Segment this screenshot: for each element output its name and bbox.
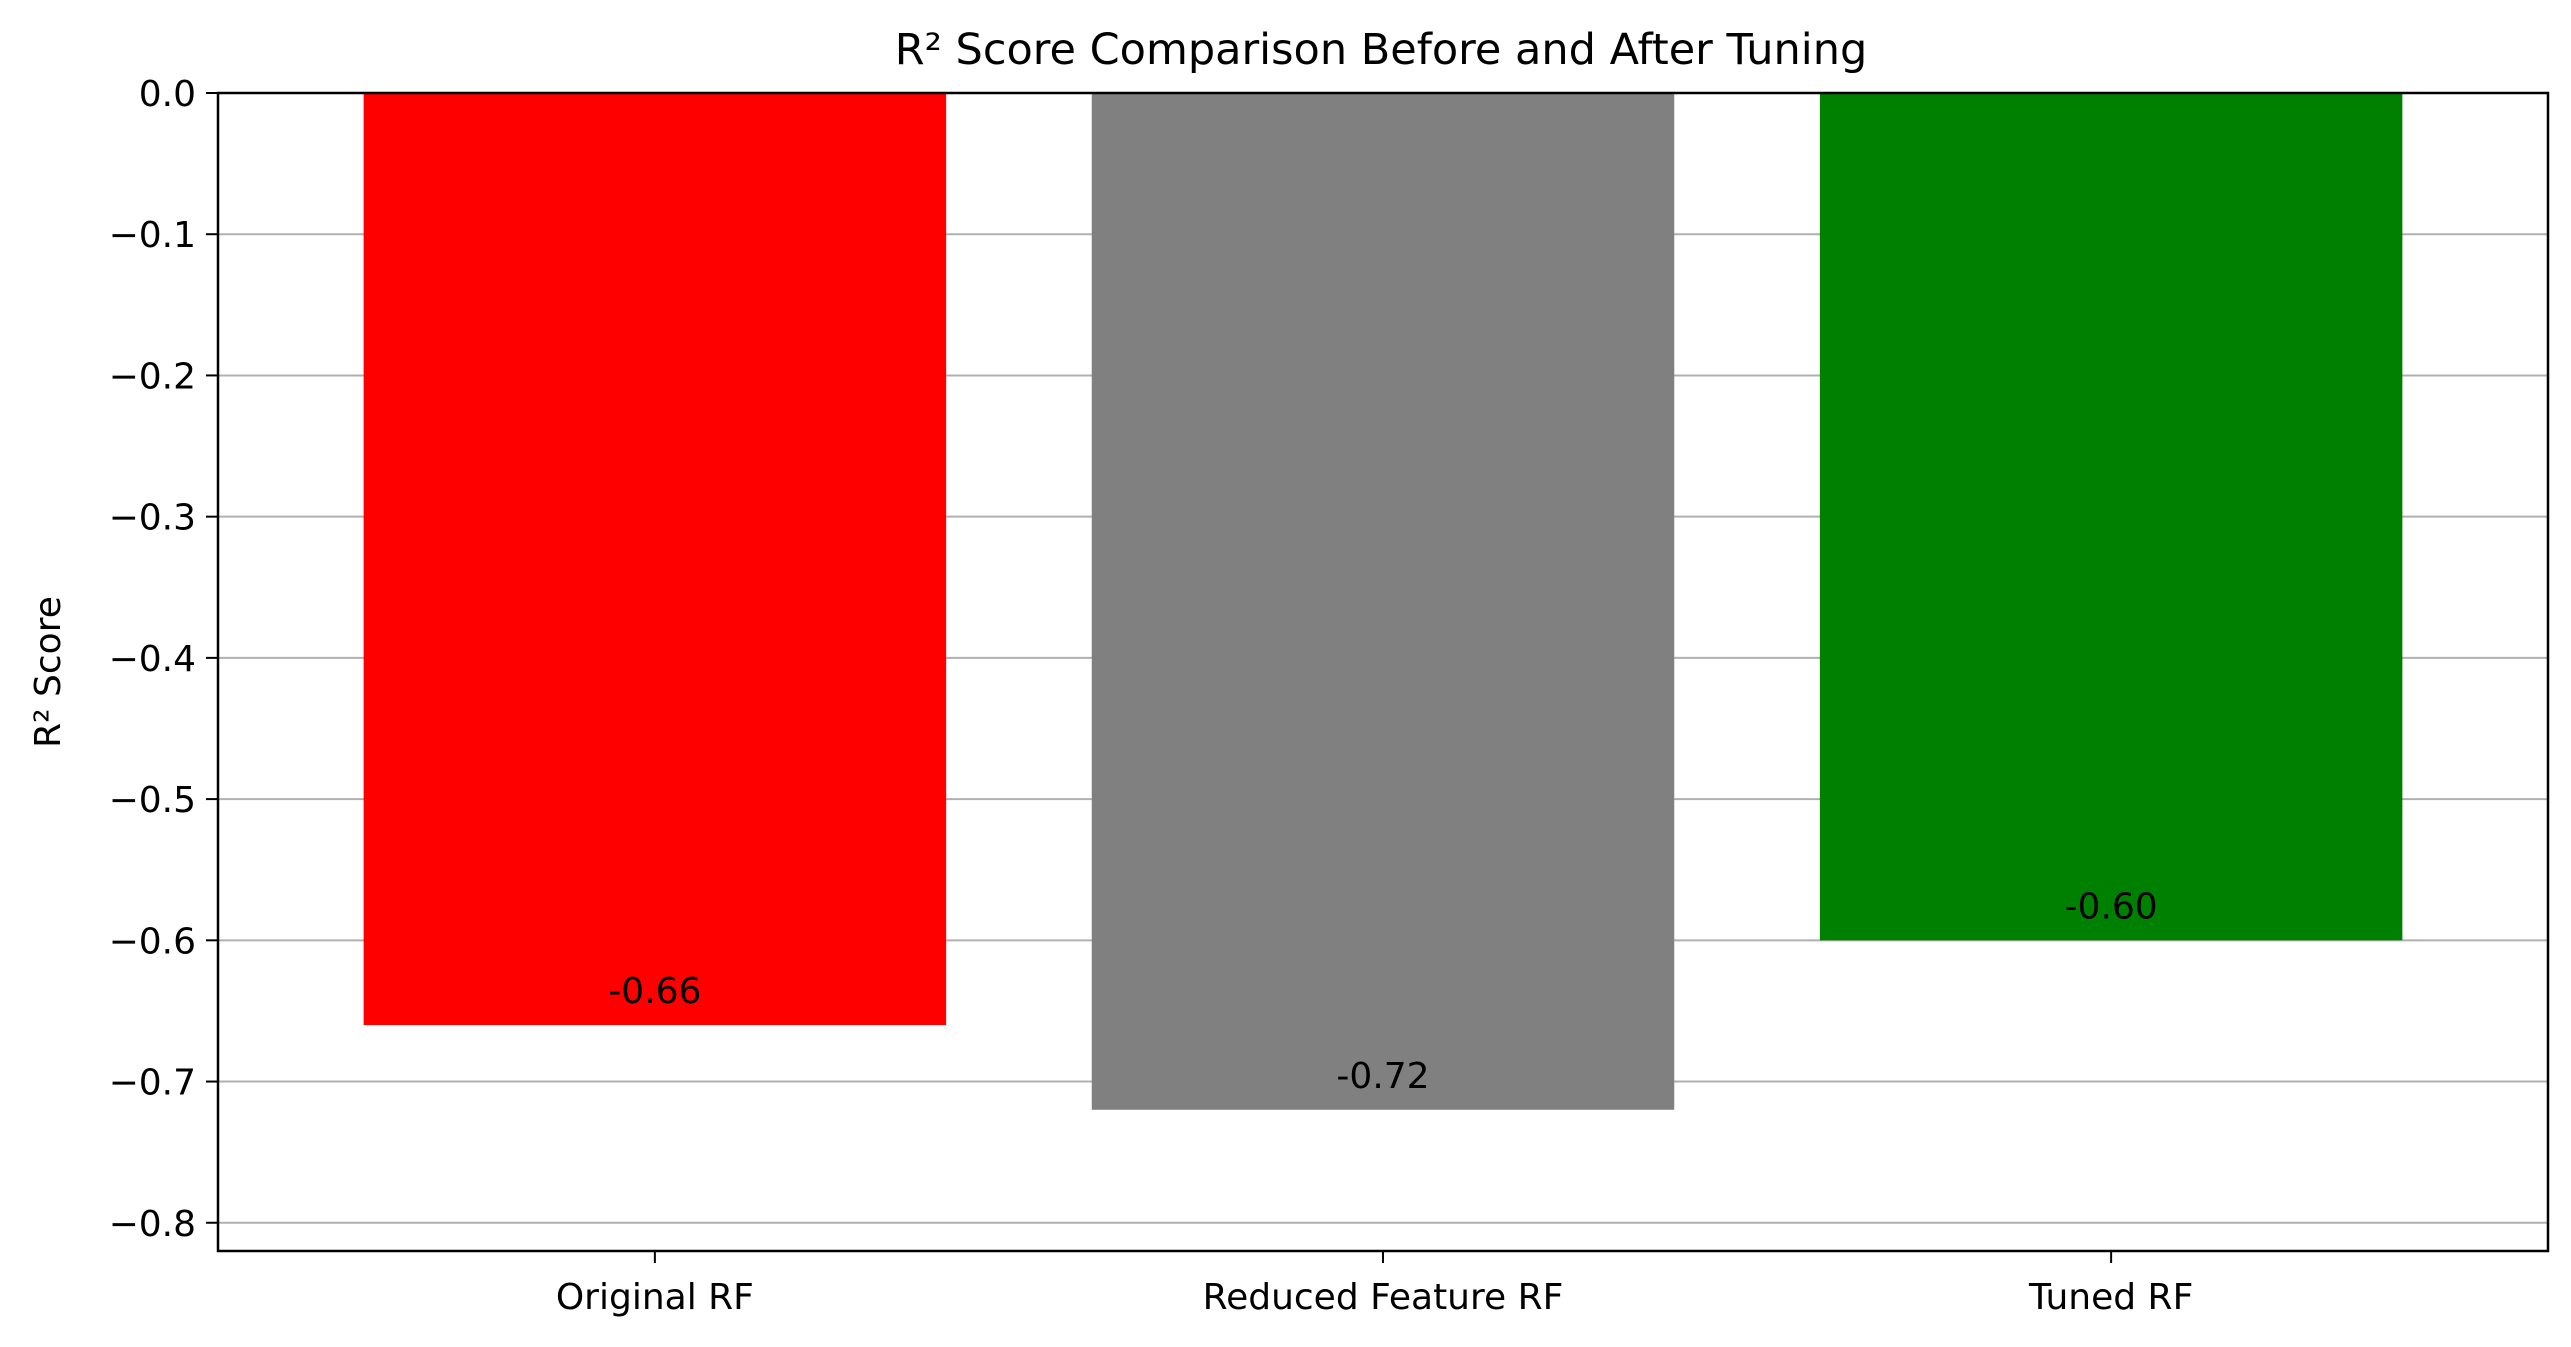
- y-tick-label: −0.2: [109, 356, 196, 397]
- y-tick-label: −0.4: [109, 639, 196, 680]
- bar-value-label: -0.60: [2065, 886, 2158, 927]
- x-tick-label: Reduced Feature RF: [1203, 1277, 1564, 1318]
- x-tick-label: Original RF: [556, 1277, 754, 1318]
- y-tick-label: −0.1: [109, 215, 196, 256]
- bar-value-label: -0.72: [1336, 1056, 1429, 1097]
- y-tick-label: −0.7: [109, 1063, 196, 1104]
- data-labels: -0.66 -0.72 -0.60: [608, 886, 2157, 1096]
- plot-frame: [216, 91, 2550, 1253]
- y-axis-label: R² Score: [28, 596, 69, 748]
- bar-1: [1091, 93, 1675, 1110]
- y-tick-label: −0.3: [109, 498, 196, 539]
- bar-0: [363, 93, 947, 1026]
- chart-title: R² Score Comparison Before and After Tun…: [895, 25, 1868, 75]
- x-axis-ticks: Original RF Reduced Feature RF Tuned RF: [556, 1251, 2193, 1318]
- y-tick-label: −0.6: [109, 921, 196, 962]
- bars: [363, 93, 2403, 1110]
- bar-2: [1819, 93, 2403, 941]
- y-tick-label: −0.5: [109, 780, 196, 821]
- y-tick-label: −0.8: [109, 1204, 196, 1245]
- x-tick-label: Tuned RF: [2028, 1277, 2193, 1318]
- y-axis-ticks: 0.0 −0.1 −0.2 −0.3 −0.4 −0.5 −0.6 −0.7 −0.8: [109, 74, 218, 1245]
- bar-value-label: -0.66: [608, 971, 701, 1012]
- y-tick-label: 0.0: [139, 74, 196, 115]
